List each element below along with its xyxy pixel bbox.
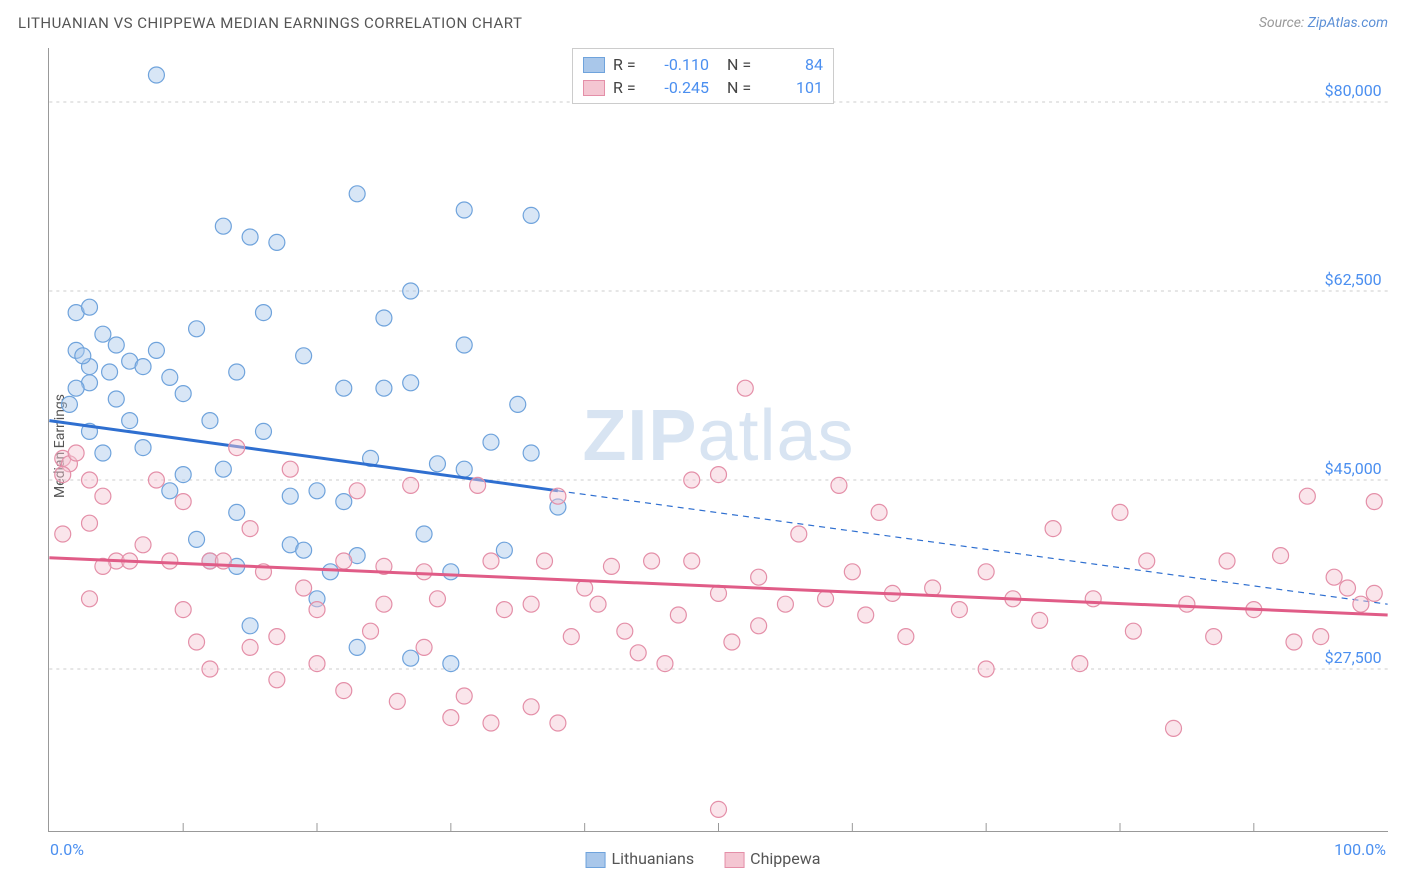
legend-item: Chippewa <box>724 849 820 868</box>
header-row: LITHUANIAN VS CHIPPEWA MEDIAN EARNINGS C… <box>18 14 1388 32</box>
legend-swatch <box>724 852 744 868</box>
svg-text:$27,500: $27,500 <box>1325 648 1382 667</box>
n-label: N = <box>727 55 755 74</box>
n-label: N = <box>727 78 755 97</box>
chart-title: LITHUANIAN VS CHIPPEWA MEDIAN EARNINGS C… <box>18 14 522 32</box>
legend-correlation-row: R = -0.245 N = 101 <box>583 76 823 99</box>
n-value: 84 <box>763 55 823 74</box>
scatter-chart: $27,500 $45,000 $62,500 $80,000 <box>49 48 1388 831</box>
legend-correlation-row: R = -0.110 N = 84 <box>583 53 823 76</box>
r-value: -0.110 <box>649 55 709 74</box>
source-value: ZipAtlas.com <box>1308 15 1388 31</box>
legend-swatch <box>583 80 605 96</box>
plot-area: $27,500$45,000$62,500$80,000 ZIPatlas <box>48 48 1388 832</box>
x-axis-end-label: 100.0% <box>1334 840 1386 859</box>
legend-item: Lithuanians <box>586 849 695 868</box>
legend-label: Chippewa <box>750 849 820 868</box>
svg-text:$62,500: $62,500 <box>1325 270 1382 289</box>
r-value: -0.245 <box>649 78 709 97</box>
source-label: Source: <box>1259 15 1308 31</box>
legend-label: Lithuanians <box>612 849 695 868</box>
r-label: R = <box>613 55 641 74</box>
correlation-legend: R = -0.110 N = 84 R = -0.245 N = 101 <box>572 48 834 104</box>
legend-swatch <box>586 852 606 868</box>
chart-source: Source: ZipAtlas.com <box>1259 15 1388 31</box>
svg-text:$80,000: $80,000 <box>1325 81 1382 100</box>
n-value: 101 <box>763 78 823 97</box>
series-legend: Lithuanians Chippewa <box>586 849 821 868</box>
r-label: R = <box>613 78 641 97</box>
svg-text:$45,000: $45,000 <box>1325 459 1382 478</box>
plot-wrap: $27,500$45,000$62,500$80,000 ZIPatlas <box>48 48 1388 832</box>
legend-swatch <box>583 57 605 73</box>
x-axis-start-label: 0.0% <box>50 840 84 859</box>
